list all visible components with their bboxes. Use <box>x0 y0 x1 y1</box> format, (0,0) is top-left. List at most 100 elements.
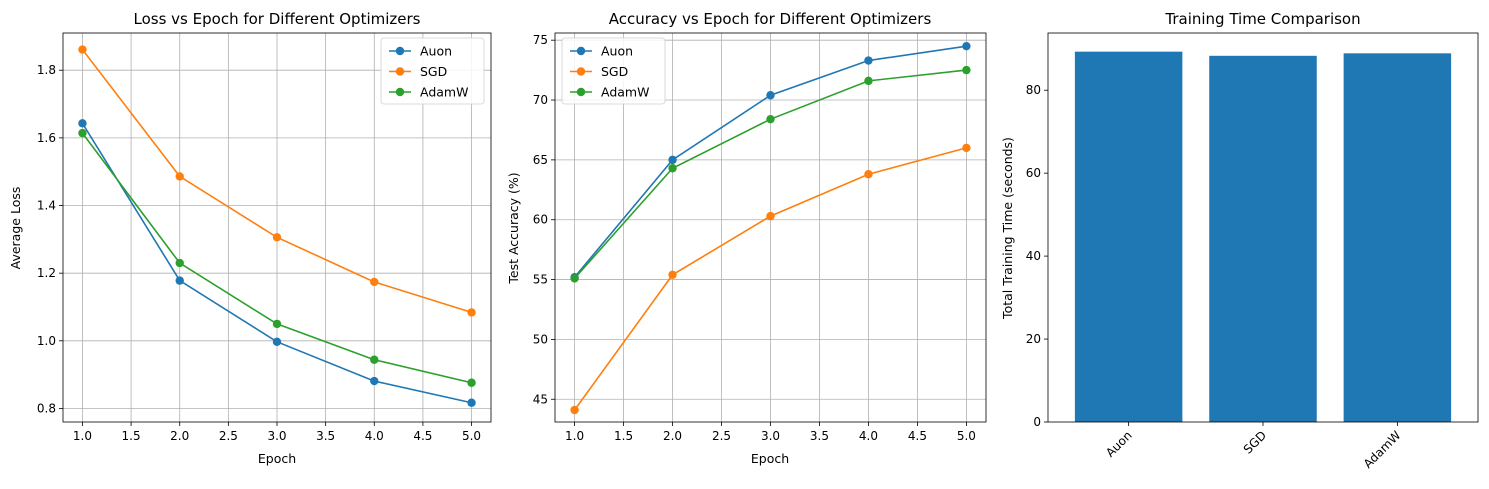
accuracy-chart-xlabel: Epoch <box>751 451 789 466</box>
accuracy-legend-marker-sgd <box>576 67 586 76</box>
accuracy-xtick-label: 2.0 <box>663 429 682 443</box>
loss-legend-label-sgd: SGD <box>420 64 447 79</box>
loss-ytick-label: 0.8 <box>37 401 56 415</box>
accuracy-point-adamw <box>668 164 677 173</box>
training-time-bar-auon <box>1074 51 1183 422</box>
accuracy-point-auon <box>962 41 971 51</box>
accuracy-chart-title: Accuracy vs Epoch for Different Optimize… <box>609 10 932 28</box>
loss-ytick-label: 1.2 <box>37 266 56 280</box>
accuracy-ytick-label: 45 <box>533 392 548 406</box>
accuracy-point-adamw <box>766 114 775 124</box>
accuracy-legend-label-sgd: SGD <box>601 64 628 79</box>
loss-point-adamw <box>467 378 476 387</box>
loss-chart-title: Loss vs Epoch for Different Optimizers <box>134 10 421 28</box>
accuracy-point-adamw <box>962 65 971 75</box>
accuracy-point-sgd <box>570 405 579 415</box>
accuracy-point-auon <box>668 155 677 165</box>
accuracy-legend: Auon SGD AdamW <box>561 37 666 105</box>
loss-legend-marker-adamw <box>395 87 405 97</box>
training-time-ytick-label: 0 <box>1033 415 1041 429</box>
accuracy-xtick-label: 1.0 <box>565 429 584 443</box>
accuracy-legend-label-adamw: AdamW <box>601 85 649 100</box>
accuracy-ytick-label: 60 <box>533 213 548 227</box>
accuracy-xtick-label: 4.5 <box>908 429 927 443</box>
accuracy-xtick-label: 3.5 <box>810 429 829 443</box>
training-time-ytick-label: 60 <box>1026 166 1041 180</box>
accuracy-point-adamw <box>864 76 873 86</box>
loss-point-auon <box>467 398 476 407</box>
loss-point-sgd <box>175 172 184 181</box>
training-time-axes-frame <box>1047 32 1479 423</box>
loss-point-auon <box>175 276 184 285</box>
accuracy-xtick-label: 1.5 <box>614 429 633 443</box>
loss-point-sgd <box>272 233 282 242</box>
loss-legend-label-auon: Auon <box>420 44 452 59</box>
training-time-chart-ylabel: Total Training Time (seconds) <box>1000 137 1015 320</box>
training-time-bar-adamw <box>1343 53 1452 423</box>
accuracy-point-auon <box>864 56 873 65</box>
loss-xtick-label: 3.0 <box>267 429 286 443</box>
loss-xtick-label: 2.5 <box>219 429 238 443</box>
loss-legend-marker-auon <box>395 46 405 56</box>
accuracy-point-adamw <box>570 274 579 283</box>
accuracy-xtick-label: 2.5 <box>712 429 731 443</box>
loss-point-sgd <box>467 308 476 317</box>
accuracy-legend-label-auon: Auon <box>601 44 633 59</box>
training-time-xtick-label-adamw: AdamW <box>1361 428 1404 471</box>
loss-xtick-label: 2.0 <box>170 429 189 443</box>
accuracy-axes-frame <box>554 32 987 423</box>
loss-legend-marker-sgd <box>395 67 405 76</box>
accuracy-point-sgd <box>864 170 873 179</box>
accuracy-ytick-label: 70 <box>533 93 548 107</box>
accuracy-chart: Accuracy vs Epoch for Different Optimize… <box>506 10 987 466</box>
accuracy-point-sgd <box>668 270 677 279</box>
loss-ytick-label: 1.0 <box>37 334 56 348</box>
loss-point-adamw <box>272 319 282 329</box>
loss-chart-xlabel: Epoch <box>258 451 296 466</box>
loss-ytick-label: 1.6 <box>37 131 56 145</box>
loss-ytick-label: 1.8 <box>37 63 56 77</box>
loss-point-auon <box>78 119 87 128</box>
loss-legend: Auon SGD AdamW <box>380 37 485 105</box>
loss-axes-frame <box>62 32 492 423</box>
accuracy-point-auon <box>766 91 775 100</box>
loss-chart-ylabel: Average Loss <box>8 187 23 270</box>
loss-point-adamw <box>78 128 87 138</box>
accuracy-point-sgd <box>962 143 971 153</box>
loss-point-sgd <box>78 45 87 54</box>
loss-xtick-label: 1.0 <box>73 429 92 443</box>
loss-chart: Loss vs Epoch for Different Optimizers E… <box>8 10 492 466</box>
training-time-ytick-label: 80 <box>1026 83 1041 97</box>
loss-point-adamw <box>175 258 184 268</box>
accuracy-ytick-label: 50 <box>533 332 548 346</box>
accuracy-legend-box <box>561 37 666 105</box>
accuracy-legend-marker-adamw <box>576 87 586 97</box>
loss-point-sgd <box>370 277 379 287</box>
loss-xtick-label: 3.5 <box>316 429 335 443</box>
training-time-chart: Training Time Comparison Total Training … <box>1000 10 1479 471</box>
loss-xtick-label: 4.5 <box>413 429 432 443</box>
training-time-bar-sgd <box>1209 55 1317 422</box>
loss-legend-label-adamw: AdamW <box>420 85 468 100</box>
accuracy-ytick-label: 75 <box>533 33 548 47</box>
loss-xtick-label: 4.0 <box>365 429 384 443</box>
accuracy-xtick-label: 5.0 <box>957 429 976 443</box>
training-time-xtick-label-auon: Auon <box>1103 428 1135 460</box>
training-time-ytick-label: 20 <box>1026 332 1041 346</box>
loss-point-adamw <box>370 355 379 364</box>
accuracy-xtick-label: 3.0 <box>761 429 780 443</box>
accuracy-xtick-label: 4.0 <box>859 429 878 443</box>
training-time-ytick-label: 40 <box>1026 249 1041 263</box>
loss-xtick-label: 1.5 <box>122 429 141 443</box>
accuracy-ytick-label: 65 <box>533 153 548 167</box>
loss-legend-box <box>380 37 485 105</box>
training-time-chart-title: Training Time Comparison <box>1164 10 1360 28</box>
accuracy-point-sgd <box>766 211 775 221</box>
accuracy-legend-marker-auon <box>576 46 586 56</box>
loss-xtick-label: 5.0 <box>462 429 481 443</box>
loss-ytick-label: 1.4 <box>37 199 56 213</box>
loss-point-auon <box>272 337 282 347</box>
accuracy-ytick-label: 55 <box>533 273 548 287</box>
training-time-xtick-label-sgd: SGD <box>1241 428 1269 456</box>
